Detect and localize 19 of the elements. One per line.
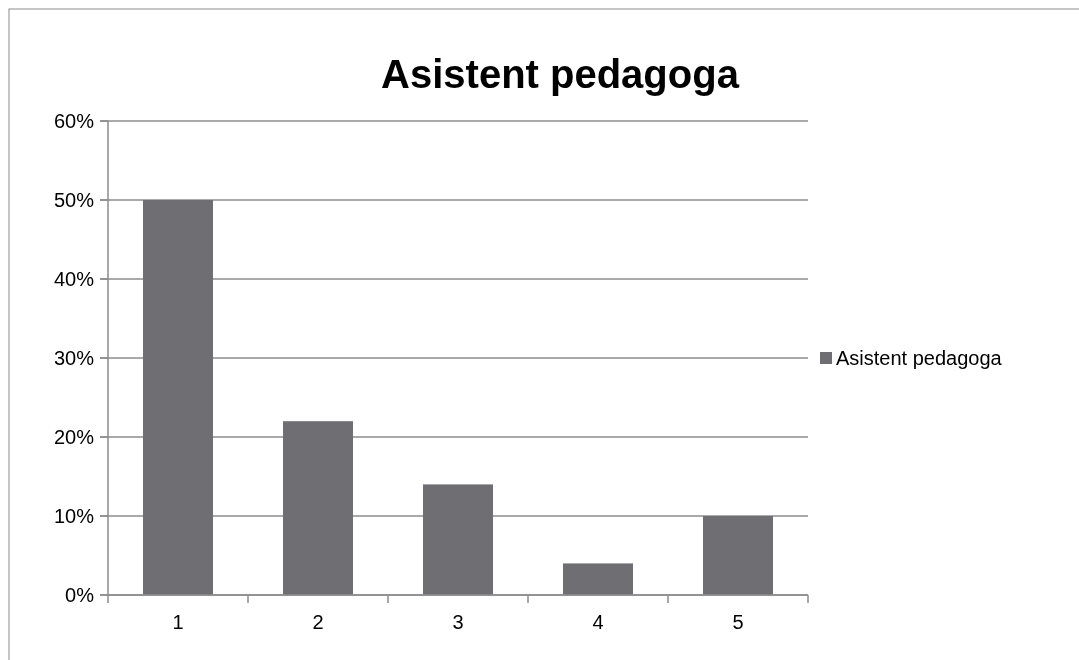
bar <box>423 484 493 595</box>
bar <box>283 421 353 595</box>
bar <box>563 563 633 595</box>
x-tick-label: 1 <box>172 611 184 633</box>
y-tick-label: 30% <box>53 347 95 369</box>
x-tick-label: 2 <box>312 611 324 633</box>
y-tick-label: 20% <box>53 426 95 448</box>
bar <box>143 200 213 595</box>
y-tick-label: 50% <box>53 189 95 211</box>
y-tick-label: 10% <box>53 505 95 527</box>
x-tick-label: 5 <box>732 611 744 633</box>
y-tick-label: 60% <box>53 110 95 132</box>
bar <box>703 516 773 595</box>
y-tick-label: 0% <box>65 584 95 606</box>
chart-title: Asistent pedagoga <box>381 52 740 96</box>
x-tick-label: 4 <box>592 611 604 633</box>
x-tick-label: 3 <box>452 611 464 633</box>
y-tick-label: 40% <box>53 268 95 290</box>
legend-label: Asistent pedagoga <box>836 347 1003 369</box>
